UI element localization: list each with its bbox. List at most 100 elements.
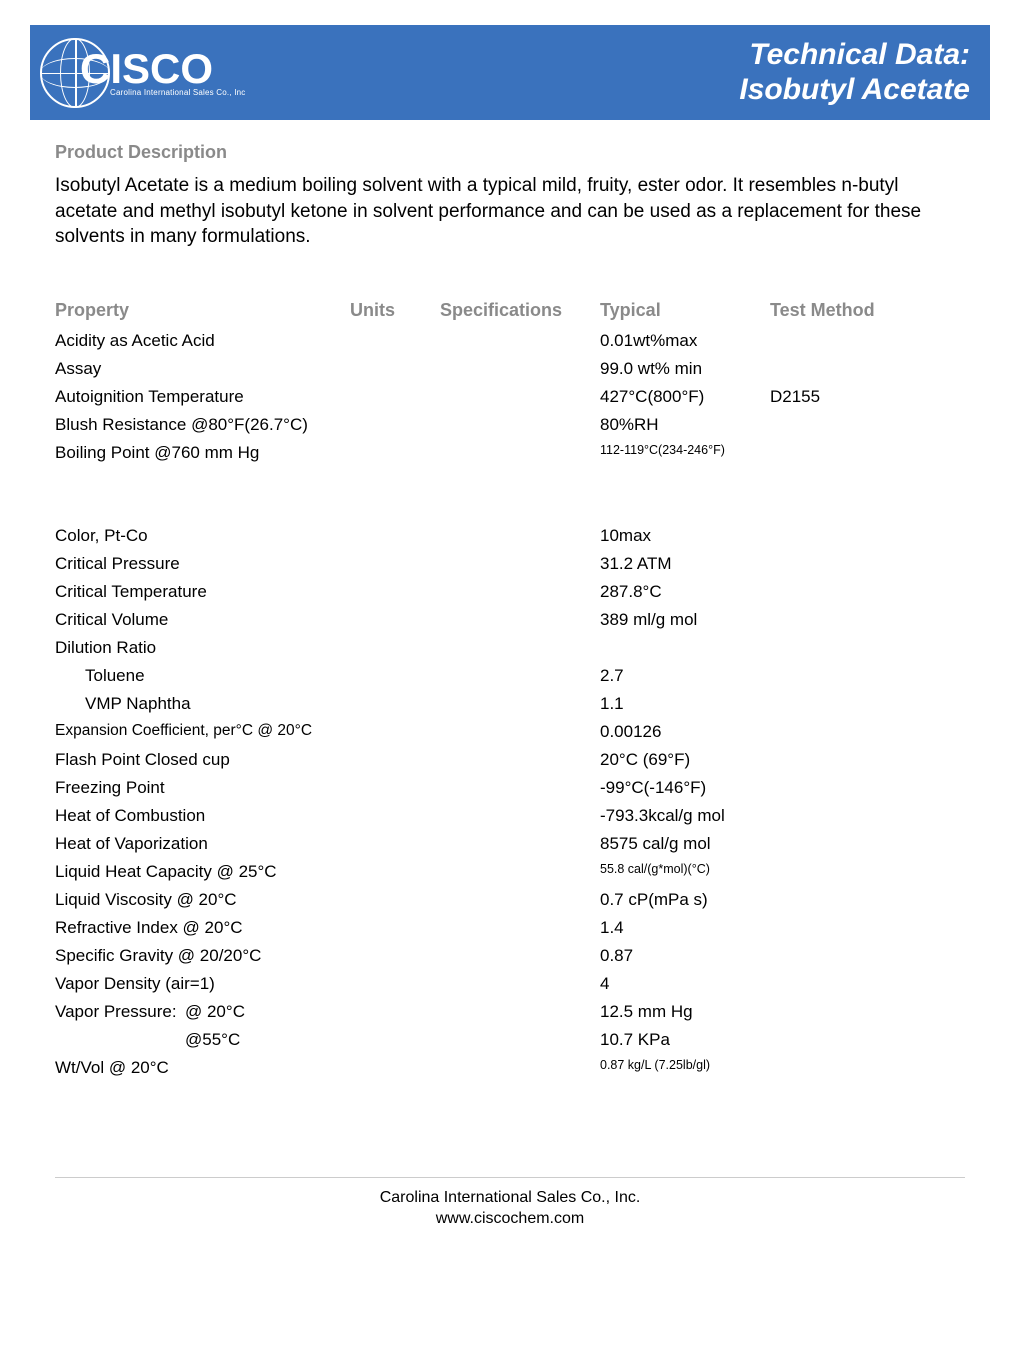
cell-test	[770, 355, 965, 383]
cell-test	[770, 718, 965, 746]
cell-specs	[440, 606, 600, 634]
cell-property: Expansion Coefficient, per°C @ 20°C	[55, 718, 350, 746]
cell-specs	[440, 522, 600, 550]
cell-typical: 55.8 cal/(g*mol)(°C)	[600, 858, 770, 886]
footer: Carolina International Sales Co., Inc. w…	[55, 1177, 965, 1230]
cell-specs	[440, 690, 600, 718]
cell-typical: 99.0 wt% min	[600, 355, 770, 383]
cell-typical: 10.7 KPa	[600, 1026, 770, 1054]
globe-icon	[40, 38, 110, 108]
desc-heading: Product Description	[55, 142, 965, 163]
cell-specs	[440, 830, 600, 858]
table-row: VMP Naphtha1.1	[55, 690, 965, 718]
table-row: Color, Pt-Co10max	[55, 522, 965, 550]
cell-test	[770, 746, 965, 774]
cell-test	[770, 550, 965, 578]
cell-property: Acidity as Acetic Acid	[55, 327, 350, 355]
cell-units	[350, 830, 440, 858]
cell-typical	[600, 634, 770, 662]
cell-property: Assay	[55, 355, 350, 383]
table-row: Liquid Viscosity @ 20°C0.7 cP(mPa s)	[55, 886, 965, 914]
cell-property: Blush Resistance @80°F(26.7°C)	[55, 411, 350, 439]
cell-units	[350, 1026, 440, 1054]
cell-test	[770, 411, 965, 439]
cell-units	[350, 327, 440, 355]
table-row: Boiling Point @760 mm Hg112-119°C(234-24…	[55, 439, 965, 467]
cell-typical: 0.7 cP(mPa s)	[600, 886, 770, 914]
cell-property: Heat of Vaporization	[55, 830, 350, 858]
cell-units	[350, 802, 440, 830]
cell-units	[350, 914, 440, 942]
brand-subtitle: Carolina International Sales Co., Inc	[110, 88, 245, 97]
cell-typical: -99°C(-146°F)	[600, 774, 770, 802]
cell-typical: 10max	[600, 522, 770, 550]
cell-specs	[440, 858, 600, 886]
cell-typical: 0.87	[600, 942, 770, 970]
cell-property: Critical Temperature	[55, 578, 350, 606]
th-property: Property	[55, 300, 350, 327]
table-row: @55°C10.7 KPa	[55, 1026, 965, 1054]
cell-specs	[440, 662, 600, 690]
cell-property: Wt/Vol @ 20°C	[55, 1054, 350, 1082]
cell-typical: 2.7	[600, 662, 770, 690]
cell-specs	[440, 970, 600, 998]
cell-property: Liquid Heat Capacity @ 25°C	[55, 858, 350, 886]
cell-typical: 389 ml/g mol	[600, 606, 770, 634]
properties-table: Property Units Specifications Typical Te…	[55, 300, 965, 1082]
cell-units	[350, 383, 440, 411]
cell-typical: 12.5 mm Hg	[600, 998, 770, 1026]
cell-property: Specific Gravity @ 20/20°C	[55, 942, 350, 970]
cell-units	[350, 606, 440, 634]
th-test: Test Method	[770, 300, 965, 327]
cell-test	[770, 970, 965, 998]
cell-units	[350, 662, 440, 690]
cell-specs	[440, 942, 600, 970]
cell-test	[770, 830, 965, 858]
table-row: Freezing Point-99°C(-146°F)	[55, 774, 965, 802]
cell-typical: 1.1	[600, 690, 770, 718]
cell-typical: 287.8°C	[600, 578, 770, 606]
table-row: Blush Resistance @80°F(26.7°C)80%RH	[55, 411, 965, 439]
cell-property: Critical Pressure	[55, 550, 350, 578]
title-line1: Technical Data:	[739, 38, 970, 73]
cell-test	[770, 858, 965, 886]
content: Product Description Isobutyl Acetate is …	[0, 120, 1020, 1082]
table-row: Critical Pressure31.2 ATM	[55, 550, 965, 578]
cell-typical: 8575 cal/g mol	[600, 830, 770, 858]
cell-property: Toluene	[55, 662, 350, 690]
footer-company: Carolina International Sales Co., Inc.	[55, 1188, 965, 1209]
cell-test	[770, 774, 965, 802]
cell-units	[350, 746, 440, 774]
cell-property: Boiling Point @760 mm Hg	[55, 439, 350, 467]
table-row: Refractive Index @ 20°C1.4	[55, 914, 965, 942]
cell-test	[770, 914, 965, 942]
cell-typical: 1.4	[600, 914, 770, 942]
cell-units	[350, 690, 440, 718]
cell-test	[770, 942, 965, 970]
cell-units	[350, 886, 440, 914]
cell-specs	[440, 634, 600, 662]
cell-specs	[440, 886, 600, 914]
cell-specs	[440, 998, 600, 1026]
gap-row	[55, 467, 965, 522]
cell-property: Vapor Density (air=1)	[55, 970, 350, 998]
cell-typical: 0.01wt%max	[600, 327, 770, 355]
cell-typical: 427°C(800°F)	[600, 383, 770, 411]
cell-units	[350, 718, 440, 746]
th-typical: Typical	[600, 300, 770, 327]
table-row: Liquid Heat Capacity @ 25°C 55.8 cal/(g*m…	[55, 858, 965, 886]
cell-test	[770, 1054, 965, 1082]
title-block: Technical Data: Isobutyl Acetate	[739, 38, 970, 107]
cell-test	[770, 662, 965, 690]
cell-typical: 0.87 kg/L (7.25lb/gl)	[600, 1054, 770, 1082]
table-row: Flash Point Closed cup20°C (69°F)	[55, 746, 965, 774]
table-row: Autoignition Temperature427°C(800°F)D215…	[55, 383, 965, 411]
cell-specs	[440, 550, 600, 578]
cell-units	[350, 439, 440, 467]
table-row: Specific Gravity @ 20/20°C 0.87	[55, 942, 965, 970]
cell-specs	[440, 411, 600, 439]
cell-specs	[440, 914, 600, 942]
cell-test	[770, 634, 965, 662]
cell-units	[350, 774, 440, 802]
table-row: Wt/Vol @ 20°C 0.87 kg/L (7.25lb/gl)	[55, 1054, 965, 1082]
